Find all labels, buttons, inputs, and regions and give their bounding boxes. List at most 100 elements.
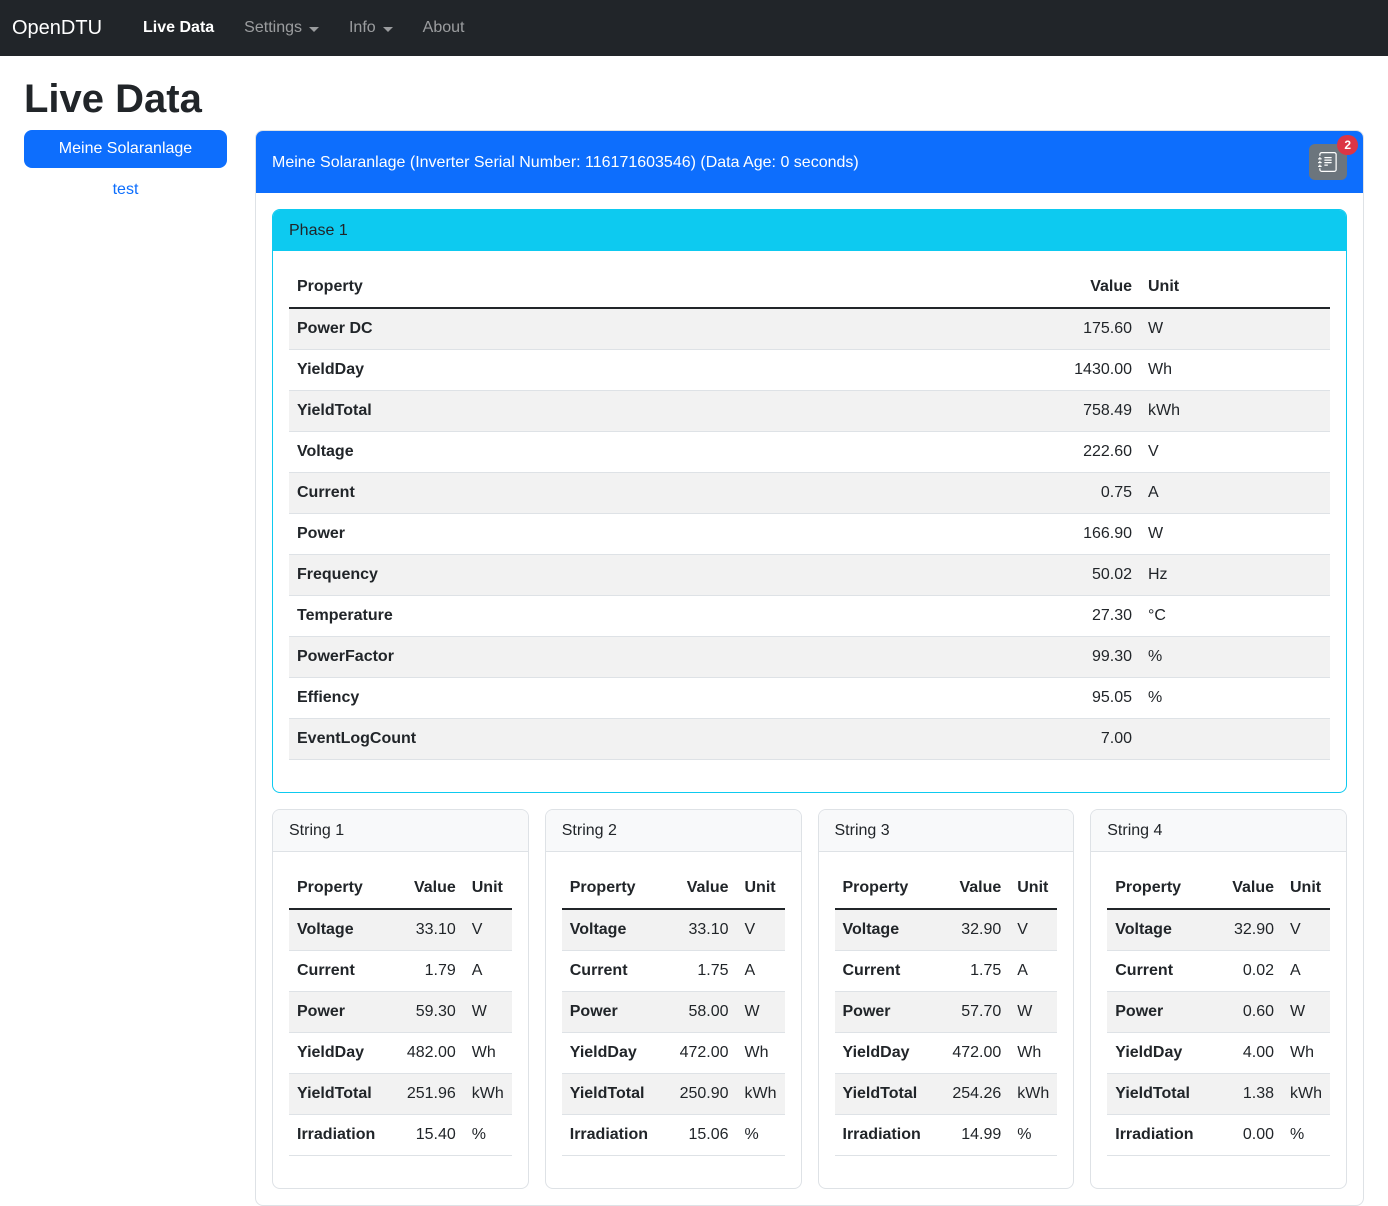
column-header-property: Property [289,267,1000,308]
table-row: Current0.75A [289,473,1330,514]
inverter-header-text: Meine Solaranlage (Inverter Serial Numbe… [272,150,859,175]
table-row: YieldDay472.00Wh [562,1033,785,1074]
inverter-card: Meine Solaranlage (Inverter Serial Numbe… [255,130,1364,1206]
property-cell: Power [289,992,392,1033]
table-row: Power166.90W [289,514,1330,555]
table-row: YieldTotal254.26kWh [835,1074,1058,1115]
unit-cell: V [1009,909,1057,951]
property-cell: Voltage [289,432,1000,473]
unit-cell: W [1140,308,1330,350]
table-row: Voltage222.60V [289,432,1330,473]
sidebar-item-meine-solaranlage[interactable]: Meine Solaranlage [24,130,227,168]
unit-cell: Wh [1282,1033,1330,1074]
property-cell: YieldDay [289,350,1000,391]
value-cell: 7.00 [1000,719,1140,760]
table-row: YieldDay482.00Wh [289,1033,512,1074]
string-title: String 4 [1091,810,1346,852]
value-cell: 0.75 [1000,473,1140,514]
nav-item-about[interactable]: About [408,11,480,45]
value-cell: 1.38 [1210,1074,1282,1115]
unit-cell: W [1140,514,1330,555]
unit-cell: Wh [464,1033,512,1074]
table-header-row: Property Value Unit [1107,868,1330,909]
property-cell: YieldTotal [289,1074,392,1115]
property-cell: Irradiation [289,1115,392,1156]
value-cell: 50.02 [1000,555,1140,596]
property-cell: Voltage [562,909,665,951]
unit-cell: % [737,1115,785,1156]
property-cell: Effiency [289,678,1000,719]
page-title: Live Data [24,75,1364,123]
unit-cell: % [464,1115,512,1156]
navbar: OpenDTU Live Data Settings Info About [0,0,1388,56]
app-brand[interactable]: OpenDTU [12,17,102,40]
nav-item-settings[interactable]: Settings [229,11,334,45]
navbar-menu: Live Data Settings Info About [128,11,479,45]
value-cell: 1430.00 [1000,350,1140,391]
nav-item-info[interactable]: Info [334,11,408,45]
table-row: YieldDay472.00Wh [835,1033,1058,1074]
column-header-property: Property [1107,868,1210,909]
chevron-down-icon [309,27,319,32]
inverter-list: Meine Solaranlage test [24,130,227,207]
table-row: PowerFactor99.30% [289,637,1330,678]
column-header-property: Property [289,868,392,909]
column-header-unit: Unit [1009,868,1057,909]
column-header-property: Property [562,868,665,909]
strings-row: String 1 Property Value Unit [272,809,1347,1189]
string-card: String 3 Property Value Unit [818,809,1075,1189]
string-table: Property Value Unit Voltage33.10VCurrent… [562,868,785,1156]
column-header-unit: Unit [1282,868,1330,909]
unit-cell: Hz [1140,555,1330,596]
table-row: Voltage32.90V [1107,909,1330,951]
column-header-property: Property [835,868,938,909]
property-cell: Voltage [1107,909,1210,951]
value-cell: 1.75 [937,951,1009,992]
unit-cell: kWh [1009,1074,1057,1115]
nav-item-live-data[interactable]: Live Data [128,11,229,45]
nav-item-label: Settings [244,19,302,37]
unit-cell: V [1140,432,1330,473]
value-cell: 166.90 [1000,514,1140,555]
eventlog-button[interactable]: 2 [1309,144,1347,180]
value-cell: 33.10 [665,909,737,951]
table-row: Current0.02A [1107,951,1330,992]
sidebar-item-test[interactable]: test [24,173,227,207]
eventlog-badge: 2 [1337,135,1358,155]
unit-cell: V [737,909,785,951]
unit-cell: % [1282,1115,1330,1156]
string-card: String 1 Property Value Unit [272,809,529,1189]
column-header-value: Value [1000,267,1140,308]
chevron-down-icon [383,27,393,32]
nav-item-label: Info [349,19,376,37]
value-cell: 472.00 [937,1033,1009,1074]
value-cell: 57.70 [937,992,1009,1033]
unit-cell: % [1009,1115,1057,1156]
table-row: YieldDay1430.00Wh [289,350,1330,391]
unit-cell: kWh [737,1074,785,1115]
unit-cell: V [1282,909,1330,951]
string-table: Property Value Unit Voltage32.90VCurrent… [835,868,1058,1156]
value-cell: 58.00 [665,992,737,1033]
property-cell: Voltage [835,909,938,951]
unit-cell: Wh [737,1033,785,1074]
unit-cell: A [1282,951,1330,992]
property-cell: YieldDay [562,1033,665,1074]
property-cell: YieldDay [835,1033,938,1074]
value-cell: 59.30 [392,992,464,1033]
table-row: Power59.30W [289,992,512,1033]
column-header-unit: Unit [464,868,512,909]
string-table: Property Value Unit Voltage32.90VCurrent… [1107,868,1330,1156]
table-header-row: Property Value Unit [835,868,1058,909]
property-cell: YieldTotal [562,1074,665,1115]
table-row: EventLogCount7.00 [289,719,1330,760]
phase-title: Phase 1 [273,210,1346,251]
column-header-unit: Unit [737,868,785,909]
unit-cell: W [737,992,785,1033]
table-row: Current1.79A [289,951,512,992]
table-row: Irradiation15.40% [289,1115,512,1156]
unit-cell: V [464,909,512,951]
string-title: String 3 [819,810,1074,852]
value-cell: 32.90 [1210,909,1282,951]
property-cell: Current [1107,951,1210,992]
